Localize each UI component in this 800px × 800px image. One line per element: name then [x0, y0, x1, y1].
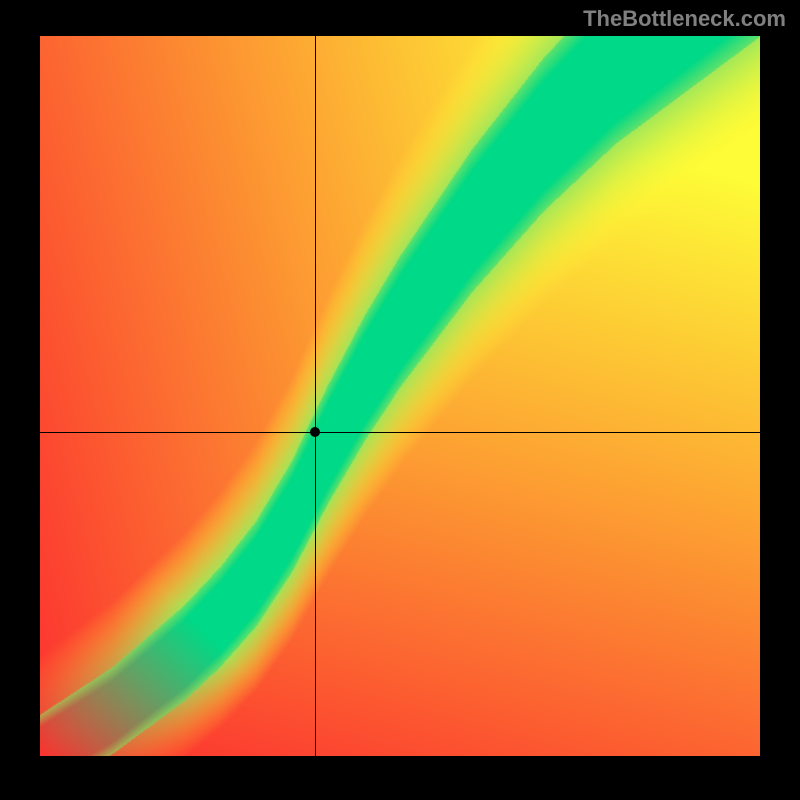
- watermark-text: TheBottleneck.com: [583, 6, 786, 32]
- heatmap-chart: [40, 36, 760, 756]
- crosshair-marker: [310, 427, 320, 437]
- heatmap-canvas: [40, 36, 760, 756]
- crosshair-horizontal: [40, 432, 760, 433]
- crosshair-vertical: [315, 36, 316, 756]
